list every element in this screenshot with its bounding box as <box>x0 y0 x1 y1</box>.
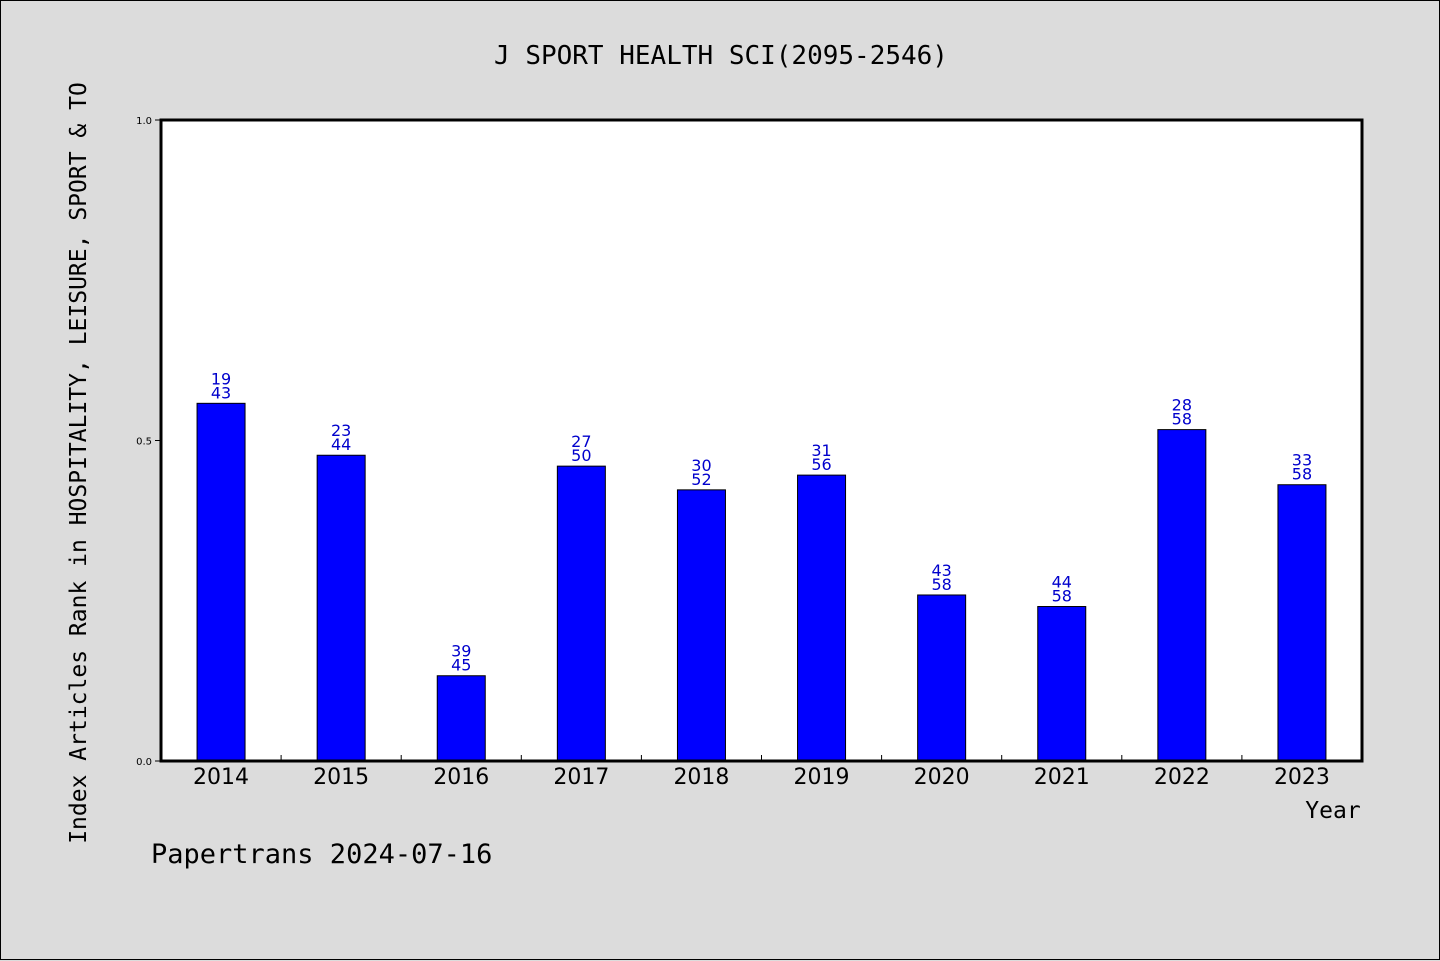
bar-label-rank-2023: 33 <box>1292 451 1312 470</box>
bar-2020 <box>917 594 967 762</box>
bar-label-total-2022: 58 <box>1172 410 1192 429</box>
x-tick-label-2022: 2022 <box>1154 765 1210 790</box>
y-ticks-group: 0.0 0.5 1.0 <box>136 116 161 768</box>
bar-label-rank-2016: 39 <box>451 642 471 661</box>
x-tick-label-2017: 2017 <box>553 765 609 790</box>
bar-label-total-2014: 43 <box>211 383 231 402</box>
bar-label-total-2023: 58 <box>1292 465 1312 484</box>
bar-label-rank-2021: 44 <box>1052 573 1072 592</box>
bar-label-rank-2019: 31 <box>811 441 831 460</box>
bars-group <box>196 402 1327 762</box>
x-ticks-group: 2014 2015 2016 2017 2018 2019 2020 2021 2022 2023 <box>193 755 1330 790</box>
y-tick-label-1.0: 1.0 <box>136 116 152 127</box>
bar-label-total-2016: 45 <box>451 656 471 675</box>
bar-2022 <box>1157 429 1207 762</box>
plot-border <box>159 118 1364 763</box>
x-tick-label-2021: 2021 <box>1034 765 1090 790</box>
bar-label-rank-2014: 19 <box>211 369 231 388</box>
bar-label-total-2015: 44 <box>331 435 351 454</box>
bar-label-rank-2022: 28 <box>1172 396 1192 415</box>
bar-label-rank-2018: 30 <box>691 456 711 475</box>
footer-credit: Papertrans 2024-07-16 <box>151 839 492 870</box>
x-tick-label-2020: 2020 <box>914 765 970 790</box>
x-tick-label-2018: 2018 <box>673 765 729 790</box>
bar-label-total-2020: 58 <box>931 575 951 594</box>
x-tick-label-2016: 2016 <box>433 765 489 790</box>
bar-label-total-2021: 58 <box>1052 587 1072 606</box>
bar-label-total-2019: 56 <box>811 455 831 474</box>
bar-2015 <box>316 454 366 762</box>
bar-label-rank-2015: 23 <box>331 421 351 440</box>
bar-2014 <box>196 402 246 762</box>
bar-2019 <box>797 474 847 762</box>
y-tick-label-0.5: 0.5 <box>136 437 152 448</box>
bar-label-total-2018: 52 <box>691 470 711 489</box>
bar-label-rank-2017: 27 <box>571 432 591 451</box>
bar-2017 <box>556 465 606 762</box>
x-tick-label-2015: 2015 <box>313 765 369 790</box>
y-axis-label: Index Articles Rank in HOSPITALITY, LEIS… <box>66 82 92 844</box>
x-tick-label-2019: 2019 <box>794 765 850 790</box>
bar-2023 <box>1277 484 1327 762</box>
bar-2016 <box>436 675 486 762</box>
bar-label-rank-2020: 43 <box>931 561 951 580</box>
y-tick-label-0.0: 0.0 <box>136 757 152 768</box>
bar-label-total-2017: 50 <box>571 446 591 465</box>
x-tick-label-2014: 2014 <box>193 765 249 790</box>
bar-2021 <box>1037 606 1087 762</box>
bar-2018 <box>676 489 726 762</box>
chart-title: J SPORT HEALTH SCI(2095-2546) <box>494 41 948 71</box>
x-tick-label-2023: 2023 <box>1274 765 1330 790</box>
x-axis-label: Year <box>1305 798 1360 824</box>
